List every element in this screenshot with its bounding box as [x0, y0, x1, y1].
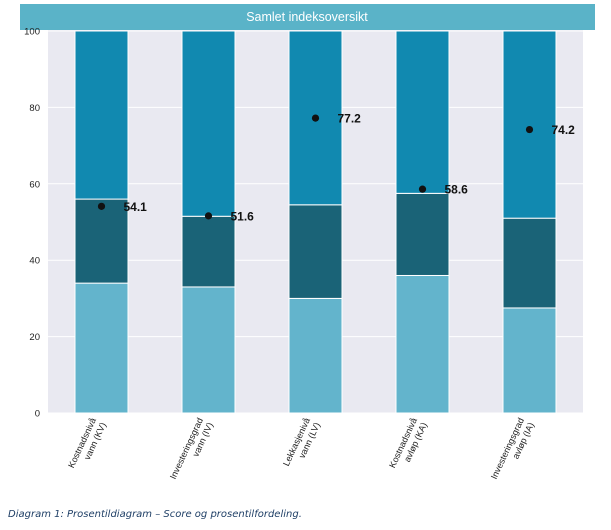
bar-segment-3: [395, 30, 450, 194]
bar-segment-1: [74, 282, 129, 414]
stacked-bars: [74, 30, 557, 414]
bar-segment-1: [181, 286, 236, 414]
score-points: 54.1 51.6 77.2 58.6 74.2: [97, 112, 576, 223]
score-point: [525, 125, 534, 134]
score-label: 77.2: [338, 112, 362, 126]
bar-segment-1: [395, 274, 450, 414]
bar-segment-2: [181, 215, 236, 288]
score-label: 51.6: [231, 209, 255, 223]
score-point: [311, 114, 320, 122]
score-label: 58.6: [445, 183, 469, 197]
y-axis-ticks: 0 20 40 60 80 100: [24, 27, 40, 420]
bar-segment-2: [288, 204, 343, 299]
score-point: [204, 212, 213, 220]
bar-segment-3: [74, 30, 129, 200]
y-tick-label: 40: [29, 256, 40, 267]
y-tick-label: 20: [29, 332, 40, 343]
bar-segment-2: [74, 198, 129, 284]
score-point: [97, 202, 106, 210]
bar-segment-1: [288, 297, 343, 414]
title-band: [20, 4, 595, 30]
y-tick-label: 60: [29, 179, 40, 190]
bar-segment-3: [502, 30, 557, 219]
chart-title: Samlet indeksoversikt: [246, 10, 368, 24]
bar-segment-1: [502, 307, 557, 414]
y-tick-label: 100: [24, 27, 40, 38]
score-label: 74.2: [552, 123, 576, 137]
bar-segment-2: [502, 217, 557, 309]
bar-segment-2: [395, 192, 450, 276]
y-tick-label: 0: [35, 409, 40, 420]
figure-caption: Diagram 1: Prosentildiagram – Score og p…: [8, 509, 302, 520]
score-label: 54.1: [124, 200, 148, 214]
bar-segment-3: [181, 30, 236, 217]
y-tick-label: 80: [29, 103, 40, 114]
score-point: [418, 185, 427, 193]
